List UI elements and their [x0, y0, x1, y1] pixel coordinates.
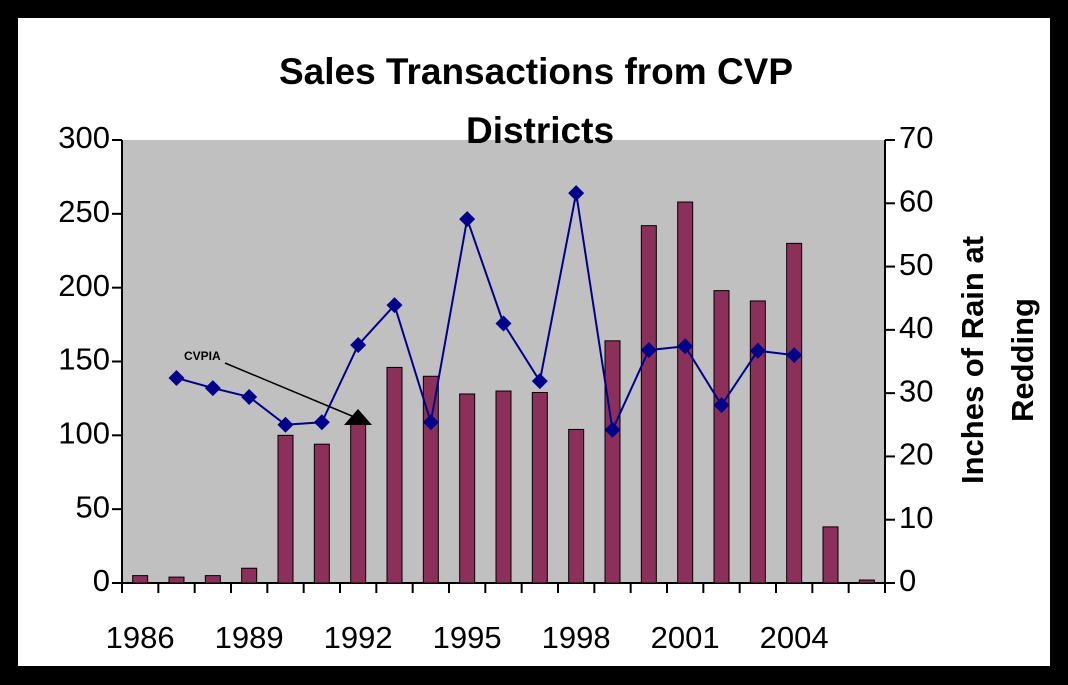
line-marker: [386, 297, 403, 314]
bar: [749, 300, 766, 584]
chart-title: Districts: [466, 110, 614, 151]
line-marker: [277, 416, 294, 433]
line-marker: [241, 388, 258, 405]
line-marker: [422, 414, 439, 431]
bar: [168, 576, 185, 584]
line-marker: [495, 315, 512, 332]
x-tick-label: 2004: [760, 620, 829, 655]
line-marker: [204, 380, 221, 397]
line-marker: [313, 414, 330, 431]
line-marker: [168, 369, 185, 386]
x-tick-label: 1986: [106, 620, 175, 655]
y-tick-label: 0: [93, 563, 110, 598]
line-marker: [350, 337, 367, 354]
y2-tick-label: 20: [899, 437, 933, 472]
bar: [350, 423, 367, 584]
y2-axis-label-line: Redding: [1005, 298, 1040, 422]
line-marker: [713, 397, 730, 414]
y-tick-label: 250: [58, 194, 110, 229]
y-tick-label: 150: [58, 342, 110, 377]
line-marker: [604, 421, 621, 438]
annotation: CVPIA: [184, 349, 221, 363]
bar: [713, 290, 730, 584]
y2-tick-label: 30: [899, 373, 933, 408]
y-tick-label: 200: [58, 268, 110, 303]
y-tick-label: 50: [76, 489, 110, 524]
bar: [386, 366, 403, 584]
bar: [132, 575, 149, 584]
line-marker: [677, 338, 694, 355]
bar: [277, 434, 294, 584]
y2-tick-label: 10: [899, 500, 933, 535]
bar: [241, 567, 258, 584]
line-marker: [459, 211, 476, 228]
y2-tick-label: 40: [899, 310, 933, 345]
bar: [786, 242, 803, 584]
line-marker: [749, 342, 766, 359]
line: [176, 192, 795, 434]
bar: [422, 375, 439, 584]
bar: [822, 526, 839, 584]
y2-axis-label-line: Inches of Rain at: [955, 236, 990, 484]
x-tick-label: 1998: [542, 620, 611, 655]
bar: [204, 575, 221, 584]
line-marker: [786, 347, 803, 364]
y2-tick-label: 60: [899, 183, 933, 218]
y2-tick-label: 0: [899, 563, 916, 598]
y-tick-label: 100: [58, 416, 110, 451]
y2-tick-label: 70: [899, 120, 933, 155]
x-tick-label: 1992: [324, 620, 393, 655]
bar: [568, 428, 585, 584]
bar: [495, 390, 512, 584]
x-tick-label: 2001: [651, 620, 720, 655]
line-marker: [640, 342, 657, 359]
bar: [677, 201, 694, 584]
bar: [640, 225, 657, 584]
bar: [459, 393, 476, 584]
y2-tick-label: 50: [899, 247, 933, 282]
annotation-arrow: [224, 362, 353, 417]
annotation-marker: [344, 409, 372, 425]
y2-axis-label: Inches of Rain at Redding: [955, 236, 1040, 484]
x-tick-label: 1989: [215, 620, 284, 655]
bar: [604, 340, 621, 584]
bar: [531, 392, 548, 584]
x-tick-label: 1995: [433, 620, 502, 655]
line-marker: [531, 373, 548, 390]
line-marker: [568, 185, 585, 202]
marks: 0 50 100 150 200 250 300 0 10 20 30 40 50 60 70 1986 198…: [58, 120, 933, 655]
bar: [313, 443, 330, 584]
bar: [858, 579, 875, 584]
y-tick-label: 300: [58, 120, 110, 155]
chart-title: Sales Transactions from CVP: [279, 51, 793, 92]
